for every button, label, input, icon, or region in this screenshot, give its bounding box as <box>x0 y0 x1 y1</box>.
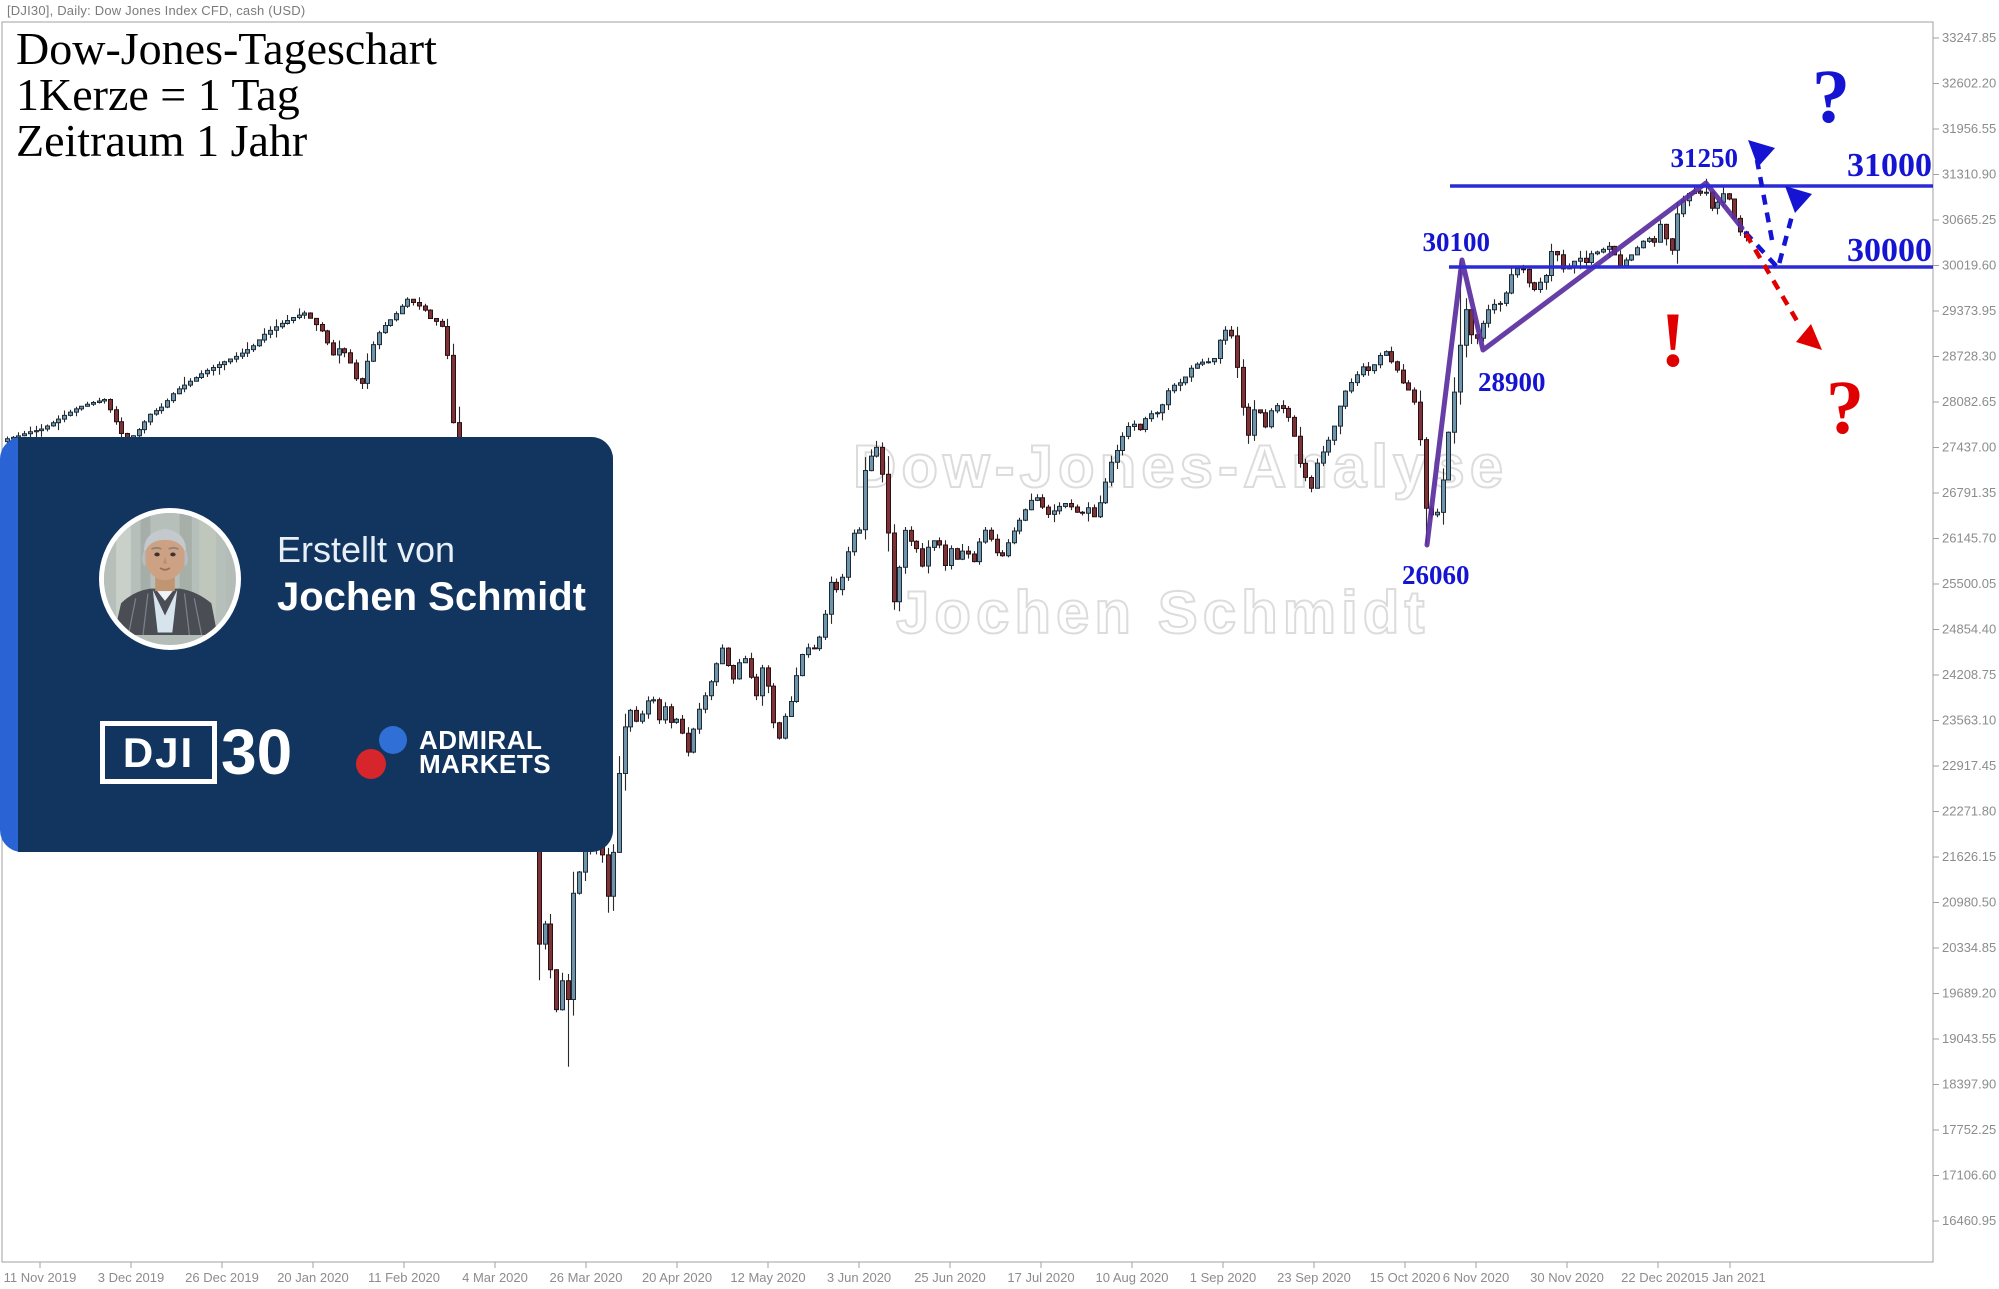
y-axis-label: 32602.20 <box>1942 76 1996 91</box>
x-axis-label: 10 Aug 2020 <box>1095 1270 1168 1285</box>
y-axis-label: 17752.25 <box>1942 1122 1996 1137</box>
y-axis-label: 33247.85 <box>1942 30 1996 45</box>
y-axis-label: 22271.80 <box>1942 804 1996 819</box>
headline-line-1: Dow-Jones-Tageschart <box>16 23 437 74</box>
blue-question-mark: ? <box>1812 55 1850 139</box>
y-axis-label: 19043.55 <box>1942 1031 1996 1046</box>
y-axis-label: 31310.90 <box>1942 167 1996 182</box>
x-axis-label: 26 Dec 2019 <box>185 1270 259 1285</box>
y-axis-label: 16460.95 <box>1942 1213 1996 1228</box>
y-axis-label: 25500.05 <box>1942 576 1996 591</box>
avatar-photo-illustration <box>104 513 226 636</box>
author-name: Jochen Schmidt <box>277 575 586 619</box>
blue-scenario-arrow-line <box>1754 159 1775 241</box>
admiral-markets-line-1: ADMIRAL <box>419 725 543 755</box>
y-axis-label: 20334.85 <box>1942 940 1996 955</box>
dji30-logo: DJI 30 <box>100 716 293 788</box>
y-axis-label: 18397.90 <box>1942 1077 1996 1092</box>
red-scenario-arrow-line <box>1744 232 1802 328</box>
window-title: [DJI30], Daily: Dow Jones Index CFD, cas… <box>7 3 306 18</box>
x-axis-label: 11 Nov 2019 <box>4 1270 77 1285</box>
y-axis-label: 30019.60 <box>1942 258 1996 273</box>
y-axis-label: 24208.75 <box>1942 667 1996 682</box>
y-axis-label: 19689.20 <box>1942 986 1996 1001</box>
x-axis-label: 15 Oct 2020 <box>1370 1270 1441 1285</box>
y-axis-label: 20980.50 <box>1942 895 1996 910</box>
headline-line-3: Zeitraum 1 Jahr <box>16 115 308 166</box>
y-axis-label: 26791.35 <box>1942 485 1996 500</box>
x-axis-label: 23 Sep 2020 <box>1277 1270 1351 1285</box>
created-by-label: Erstellt von <box>277 529 456 570</box>
x-axis-label: 3 Jun 2020 <box>827 1270 891 1285</box>
y-axis-label: 30665.25 <box>1942 212 1996 227</box>
y-axis-label: 27437.00 <box>1942 440 1996 455</box>
x-axis-label: 6 Nov 2020 <box>1443 1270 1510 1285</box>
swing-label-31250: 31250 <box>1671 143 1739 173</box>
x-axis-label: 22 Dec 2020 <box>1621 1270 1695 1285</box>
red-scenario-arrowhead <box>1796 324 1822 350</box>
y-axis-label: 23563.10 <box>1942 713 1996 728</box>
trendline-zigzag <box>1424 180 1745 548</box>
x-axis-label: 11 Feb 2020 <box>368 1270 440 1285</box>
x-axis-label: 17 Jul 2020 <box>1007 1270 1074 1285</box>
admiral-markets-logo: ADMIRAL MARKETS <box>355 723 551 781</box>
author-card: Erstellt von Jochen Schmidt DJI 30 ADMIR… <box>0 437 613 852</box>
y-axis-label: 29373.95 <box>1942 303 1996 318</box>
y-axis-label: 28728.30 <box>1942 349 1996 364</box>
x-axis-label: 25 Jun 2020 <box>914 1270 986 1285</box>
avatar <box>99 508 241 650</box>
level-label-31000: 31000 <box>1847 147 1932 184</box>
swing-label-30100: 30100 <box>1423 227 1491 257</box>
chart-headline: Dow-Jones-Tageschart 1Kerze = 1 Tag Zeit… <box>16 26 437 164</box>
x-axis-label: 26 Mar 2020 <box>550 1270 623 1285</box>
x-axis-label: 20 Jan 2020 <box>277 1270 349 1285</box>
y-axis-label: 21626.15 <box>1942 849 1996 864</box>
red-question-mark: ? <box>1826 366 1864 450</box>
x-axis-label: 20 Apr 2020 <box>642 1270 712 1285</box>
watermark-author: Jochen Schmidt <box>895 578 1430 647</box>
red-exclamation-mark: ! <box>1660 296 1686 383</box>
x-axis-label: 15 Jan 2021 <box>1694 1270 1766 1285</box>
headline-line-2: 1Kerze = 1 Tag <box>16 69 300 120</box>
admiral-markets-line-2: MARKETS <box>419 749 552 779</box>
blue-scenario-arrowhead <box>1748 140 1775 167</box>
y-axis-label: 22917.45 <box>1942 758 1996 773</box>
dji-logo-suffix: 30 <box>221 716 293 788</box>
y-axis-label: 26145.70 <box>1942 531 1996 546</box>
x-axis-label: 1 Sep 2020 <box>1190 1270 1257 1285</box>
y-axis-label: 17106.60 <box>1942 1168 1996 1183</box>
author-card-body: Erstellt von Jochen Schmidt DJI 30 ADMIR… <box>18 437 613 852</box>
x-axis-label: 30 Nov 2020 <box>1530 1270 1604 1285</box>
x-axis-label: 3 Dec 2019 <box>98 1270 165 1285</box>
admiral-markets-wordmark: ADMIRAL MARKETS <box>419 725 552 779</box>
dji-logo-box: DJI <box>100 721 217 784</box>
y-axis-label: 31956.55 <box>1942 121 1996 136</box>
x-axis-label: 12 May 2020 <box>730 1270 805 1285</box>
y-axis-label: 28082.65 <box>1942 394 1996 409</box>
y-axis-label: 24854.40 <box>1942 622 1996 637</box>
blue-scenario-arrowhead <box>1785 186 1812 213</box>
watermark-analysis: Dow-Jones-Analyse <box>852 432 1509 501</box>
swing-label-28900: 28900 <box>1478 367 1546 397</box>
level-label-30000: 30000 <box>1847 232 1932 269</box>
x-axis-label: 4 Mar 2020 <box>462 1270 528 1285</box>
admiral-markets-dots-icon <box>356 726 407 779</box>
swing-label-26060: 26060 <box>1402 560 1470 590</box>
